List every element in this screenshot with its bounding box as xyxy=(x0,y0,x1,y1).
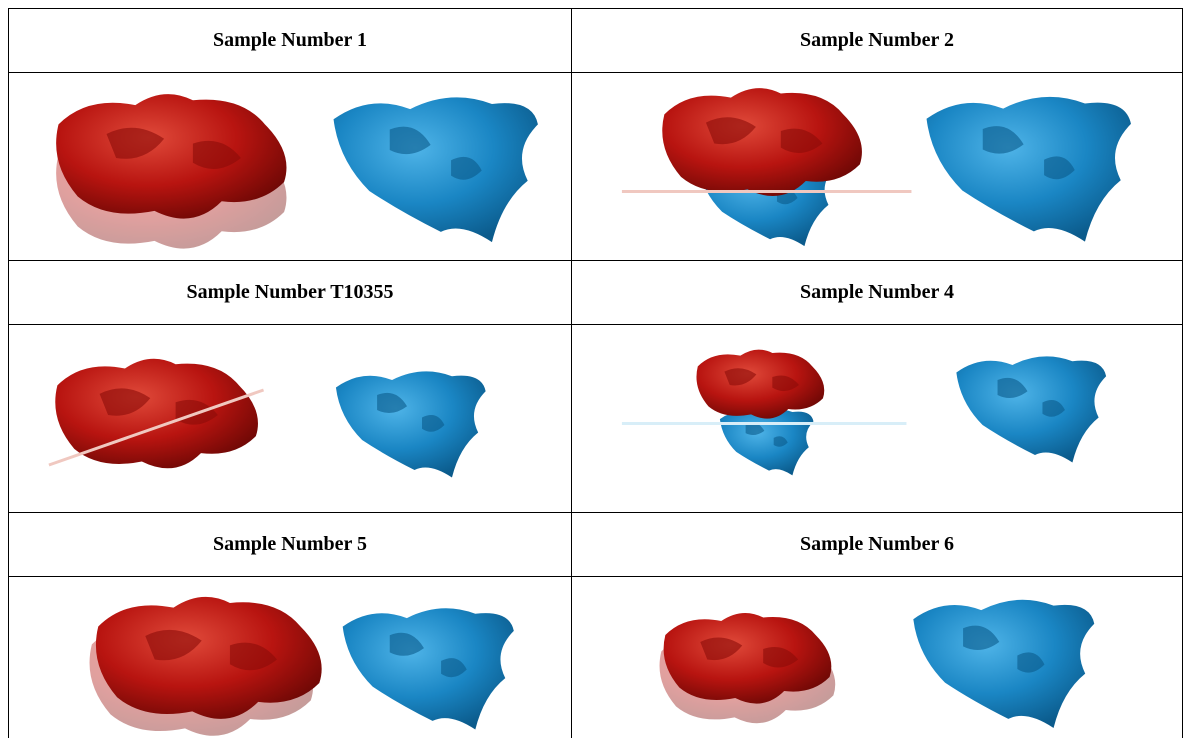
sample-label: Sample Number 6 xyxy=(800,533,954,555)
render xyxy=(572,325,1182,512)
cell-image xyxy=(572,73,1183,261)
cell-header: Sample Number 5 xyxy=(9,513,572,577)
cell-header: Sample Number 1 xyxy=(9,9,572,73)
sample-label: Sample Number T10355 xyxy=(186,281,393,303)
cell-image xyxy=(9,577,572,738)
render xyxy=(572,577,1182,738)
cell-header: Sample Number 4 xyxy=(572,261,1183,325)
render xyxy=(572,73,1182,260)
render xyxy=(9,325,571,512)
render xyxy=(9,73,571,260)
cell-image xyxy=(572,577,1183,738)
page: Sample Number 1 Sample Number 2 Sample N… xyxy=(0,0,1189,738)
sample-table: Sample Number 1 Sample Number 2 Sample N… xyxy=(8,8,1183,738)
sample-label: Sample Number 5 xyxy=(213,533,367,555)
cell-header: Sample Number T10355 xyxy=(9,261,572,325)
cell-header: Sample Number 2 xyxy=(572,9,1183,73)
sample-label: Sample Number 1 xyxy=(213,29,367,51)
cell-header: Sample Number 6 xyxy=(572,513,1183,577)
sample-label: Sample Number 4 xyxy=(800,281,954,303)
cell-image xyxy=(9,73,572,261)
render xyxy=(9,577,571,738)
cell-image xyxy=(572,325,1183,513)
cell-image xyxy=(9,325,572,513)
sample-label: Sample Number 2 xyxy=(800,29,954,51)
